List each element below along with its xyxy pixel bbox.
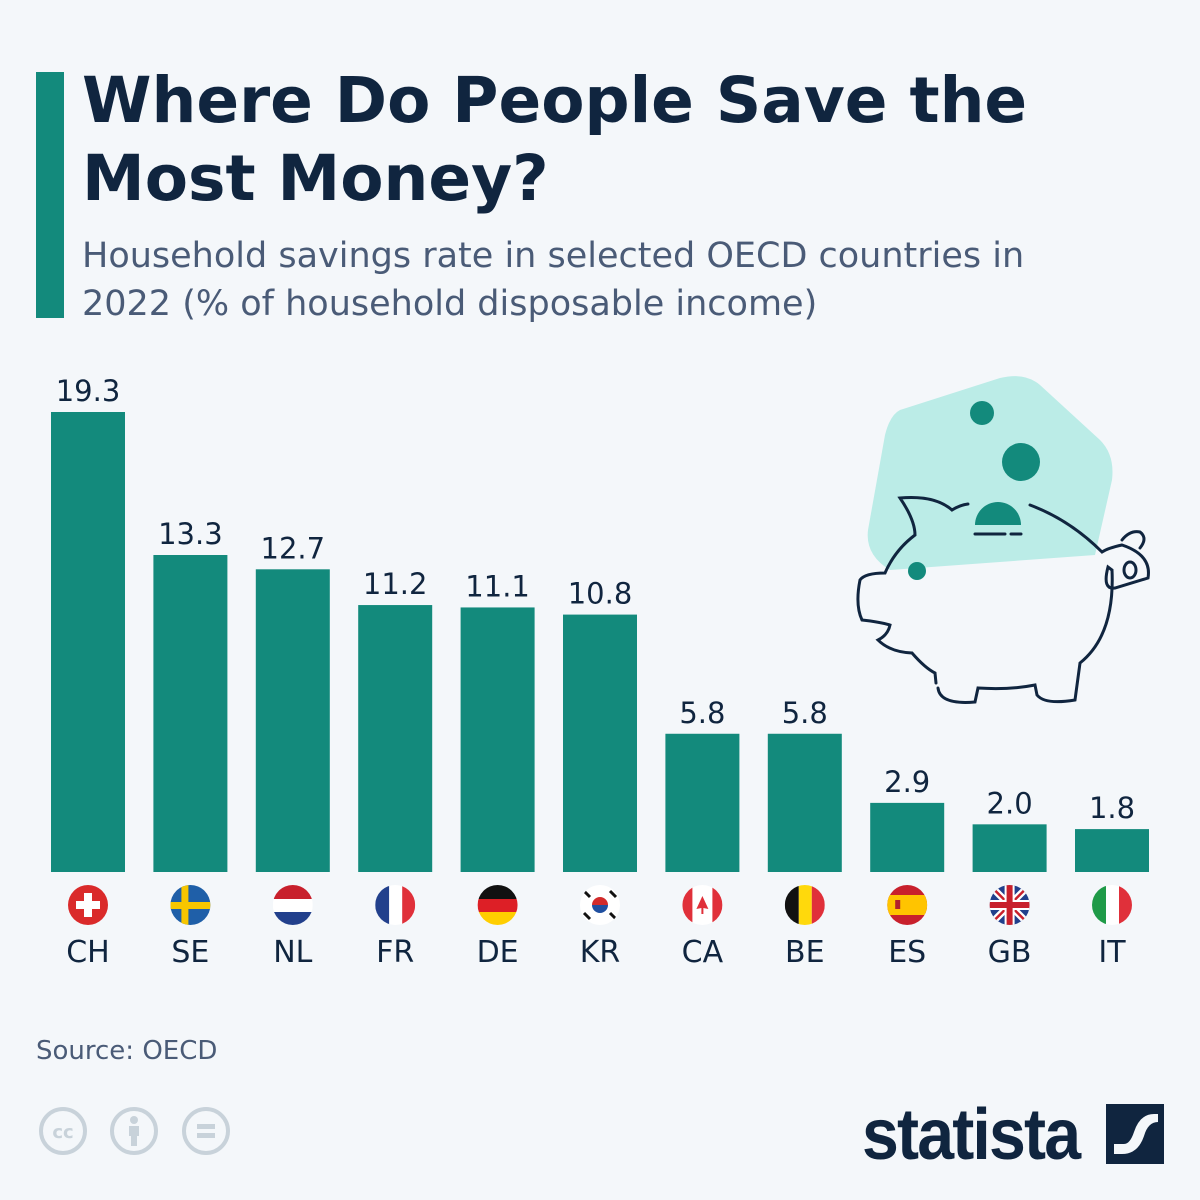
bar <box>255 569 330 872</box>
belgium-flag-icon <box>784 885 825 925</box>
x-tick-label: DE <box>477 935 519 970</box>
bar <box>51 412 125 872</box>
page-subtitle: Household savings rate in selected OECD … <box>82 236 1025 324</box>
cc-icon[interactable]: cc <box>38 1106 88 1156</box>
x-tick-label: CH <box>66 935 110 970</box>
piggy-bank-icon <box>856 376 1150 704</box>
bar <box>460 607 535 872</box>
no-derivatives-icon[interactable] <box>181 1106 231 1156</box>
bar <box>153 555 228 872</box>
bar-group-be: 5.8 BE <box>767 696 842 970</box>
statista-logo-mark-icon <box>1106 1104 1164 1164</box>
bar-group-kr: 10.8 KR <box>563 577 637 970</box>
data-label: 11.2 <box>363 567 428 601</box>
page-title: Where Do People Save the Most Money? <box>82 64 1028 215</box>
x-tick-label: SE <box>171 935 209 970</box>
attribution-icon[interactable] <box>109 1106 159 1156</box>
source-note: Source: OECD <box>36 1036 218 1066</box>
x-tick-label: NL <box>273 935 312 970</box>
x-tick-label: IT <box>1098 935 1126 970</box>
bar <box>563 614 637 872</box>
x-tick-label: ES <box>888 935 926 970</box>
bar-group-ch: 19.3 CH <box>51 374 125 970</box>
x-tick-label: GB <box>988 935 1032 970</box>
germany-flag-icon <box>477 885 518 925</box>
bar-group-gb: 2.0 GB <box>972 786 1047 970</box>
x-tick-label: FR <box>376 935 414 970</box>
bar <box>972 824 1047 872</box>
data-label: 5.8 <box>679 696 725 730</box>
bar-group-de: 11.1 DE <box>460 569 535 970</box>
bar <box>767 733 842 872</box>
canada-flag-icon <box>682 885 723 925</box>
data-label: 19.3 <box>56 374 121 408</box>
title-accent-bar <box>36 72 64 318</box>
bar-group-it: 1.8 IT <box>1075 791 1149 970</box>
data-label: 11.1 <box>465 569 530 603</box>
bar-group-ca: 5.8 CA <box>665 696 740 970</box>
data-label: 12.7 <box>261 531 326 565</box>
italy-flag-icon <box>1092 885 1132 925</box>
spain-flag-icon <box>887 885 928 925</box>
bar-group-nl: 12.7 NL <box>255 531 330 970</box>
x-tick-label: BE <box>785 935 825 970</box>
bar <box>870 802 945 872</box>
data-label: 13.3 <box>158 517 223 551</box>
svg-text:cc: cc <box>52 1122 73 1143</box>
data-label: 2.0 <box>987 786 1033 820</box>
bar <box>358 605 433 872</box>
united-kingdom-flag-icon <box>989 885 1030 925</box>
bar <box>1075 829 1149 872</box>
switzerland-flag-icon <box>68 885 108 925</box>
data-label: 5.8 <box>782 696 828 730</box>
data-label: 1.8 <box>1089 791 1135 825</box>
bar-group-fr: 11.2 FR <box>358 567 433 970</box>
bar-group-se: 13.3 SE <box>153 517 228 970</box>
x-tick-label: CA <box>682 935 724 970</box>
france-flag-icon <box>375 885 416 925</box>
statista-logo[interactable]: statista <box>862 1095 1081 1175</box>
bar-group-es: 2.9 ES <box>870 765 945 970</box>
x-tick-label: KR <box>580 935 621 970</box>
netherlands-flag-icon <box>272 885 313 925</box>
data-label: 2.9 <box>884 765 930 799</box>
south-korea-flag-icon <box>580 885 620 925</box>
data-label: 10.8 <box>568 577 633 611</box>
sweden-flag-icon <box>170 885 211 925</box>
bar <box>665 733 740 872</box>
bar-chart: 19.3 CH 13.3 SE 12.7 NL 11.2 FR 11.1 DE 10.8 KR 5.8 C… <box>51 374 1149 970</box>
